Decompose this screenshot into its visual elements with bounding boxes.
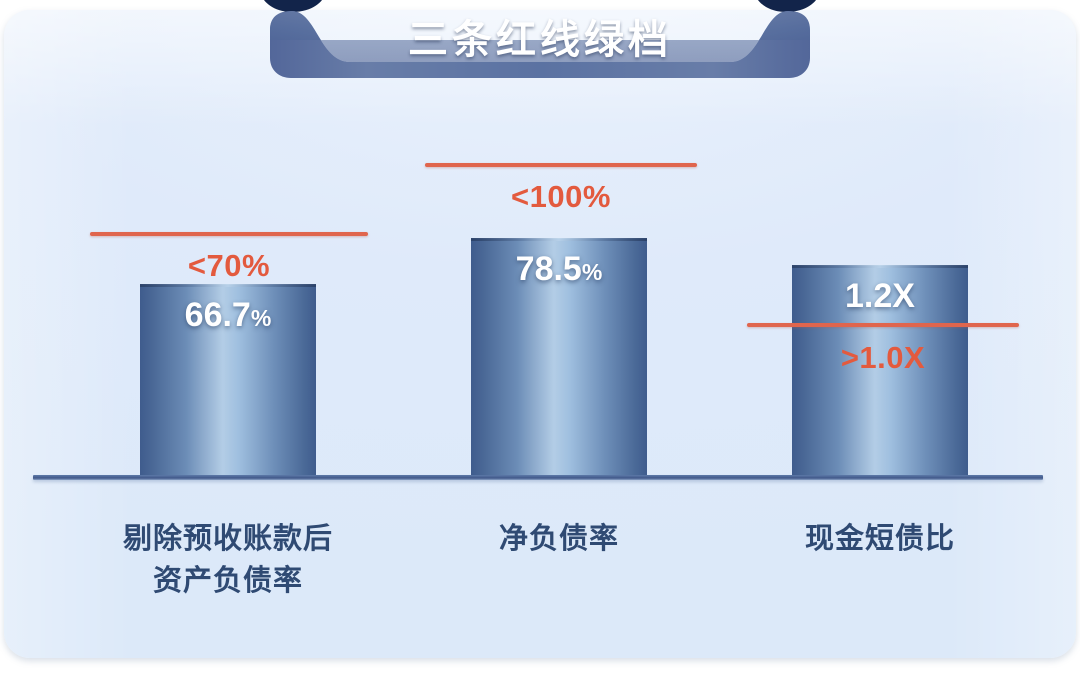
ribbon-highlight-icon [270, 11, 810, 62]
bar-chart-plot: <70% 66.7% 剔除预收账款后 资产负债率 <100% 78.5% 净负债… [4, 10, 1076, 658]
title-ribbon: 三条红线绿档 [258, 0, 822, 82]
bar-value-unit-2: % [581, 259, 603, 285]
ribbon-fold-right-icon [758, 0, 816, 12]
bar-3: 1.2X [792, 265, 968, 475]
bar-2: 78.5% [471, 238, 647, 475]
bar-value-number-2: 78.5 [515, 250, 582, 288]
axis-baseline [33, 475, 1043, 480]
ribbon-fold-left-icon [264, 0, 322, 12]
bar-value-number-3: 1.2X [845, 277, 915, 315]
category-label-3: 现金短债比 [804, 523, 955, 555]
chart-card: <70% 66.7% 剔除预收账款后 资产负债率 <100% 78.5% 净负债… [4, 10, 1076, 658]
category-label-2: 净负债率 [498, 523, 619, 555]
threshold-label-1: <70% [187, 248, 271, 283]
threshold-line-3 [747, 323, 1019, 327]
bar-value-1: 66.7% [140, 298, 316, 332]
ribbon-body-icon [270, 11, 810, 78]
threshold-line-1 [90, 232, 368, 236]
bar-value-3: 1.2X [792, 279, 968, 313]
threshold-label-2: <100% [511, 179, 611, 214]
threshold-line-2 [425, 163, 697, 167]
threshold-label-3: >1.0X [840, 340, 926, 375]
category-label-1: 剔除预收账款后 资产负债率 [122, 523, 333, 598]
bar-value-unit-1: % [250, 305, 272, 331]
bar-value-number-1: 66.7 [184, 296, 251, 334]
bar-1: 66.7% [140, 284, 316, 475]
bar-value-2: 78.5% [471, 252, 647, 286]
ribbon-shape-icon [264, 0, 816, 78]
page-title: 三条红线绿档 [408, 18, 672, 62]
